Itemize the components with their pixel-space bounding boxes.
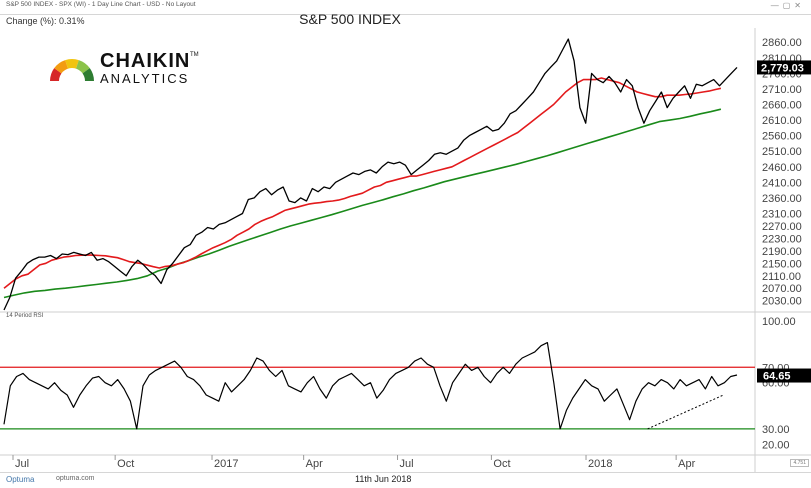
price-tick-label: 2150.00 bbox=[762, 258, 802, 270]
trademark-mark: TM bbox=[190, 52, 199, 58]
price-tick-label: 2230.00 bbox=[762, 233, 802, 245]
last-rsi-badge bbox=[757, 368, 811, 383]
price-tick-label: 2660.00 bbox=[762, 100, 802, 112]
ma200-line bbox=[3, 108, 722, 299]
brand-name: CHAIKIN bbox=[100, 50, 191, 72]
rsi-panel-label: 14 Period RSI bbox=[6, 313, 44, 319]
rsi-tick-label: 100.00 bbox=[762, 316, 796, 328]
chart-date: 11th Jun 2018 bbox=[355, 474, 412, 484]
last-price-badge bbox=[757, 60, 811, 75]
chart-context-label: S&P 500 INDEX - SPX (WI) - 1 Day Line Ch… bbox=[6, 1, 196, 8]
last-price-label: 2,779.03 bbox=[761, 62, 804, 74]
price-tick-label: 2460.00 bbox=[762, 162, 802, 174]
price-line bbox=[3, 38, 738, 311]
x-tick-label: Jul bbox=[15, 458, 29, 470]
chart-title: S&P 500 INDEX bbox=[299, 11, 401, 27]
footer-bar: Optuma optuma.com 11th Jun 2018 bbox=[0, 472, 811, 488]
price-tick-label: 2510.00 bbox=[762, 146, 802, 158]
price-tick-label: 2560.00 bbox=[762, 131, 802, 143]
x-tick-label: 2018 bbox=[588, 458, 612, 470]
price-tick-label: 2360.00 bbox=[762, 193, 802, 205]
optuma-brand: Optuma bbox=[6, 475, 35, 484]
x-tick-label: 2017 bbox=[214, 458, 238, 470]
price-tick-label: 2110.00 bbox=[762, 271, 801, 283]
rsi-tick-label: 20.00 bbox=[762, 439, 790, 451]
rsi-trendline bbox=[647, 394, 724, 430]
logo-gauge-hole bbox=[59, 68, 85, 85]
ma50-line bbox=[3, 77, 722, 289]
corner-badge: 4.751 bbox=[790, 459, 809, 467]
last-rsi-label: 64.65 bbox=[763, 371, 791, 383]
rsi-tick-label: 30.00 bbox=[762, 424, 790, 436]
price-tick-label: 2710.00 bbox=[762, 84, 802, 96]
optuma-url: optuma.com bbox=[56, 475, 95, 482]
window-controls: —▢✕ bbox=[771, 1, 805, 10]
x-tick-label: Oct bbox=[117, 458, 134, 470]
price-tick-label: 2070.00 bbox=[762, 283, 802, 295]
change-label: Change (%): 0.31% bbox=[6, 16, 85, 26]
price-tick-label: 2610.00 bbox=[762, 115, 802, 127]
minimize-icon[interactable]: — bbox=[770, 1, 783, 10]
brand-subtitle: ANALYTICS bbox=[100, 71, 190, 86]
chaikin-logo-icon bbox=[50, 59, 94, 85]
price-tick-label: 2860.00 bbox=[762, 37, 802, 49]
price-tick-label: 2310.00 bbox=[762, 208, 802, 220]
price-tick-label: 2270.00 bbox=[762, 221, 802, 233]
x-tick-label: Apr bbox=[306, 458, 323, 470]
price-tick-label: 2030.00 bbox=[762, 296, 802, 308]
x-tick-label: Apr bbox=[678, 458, 695, 470]
top-bar: S&P 500 INDEX - SPX (WI) - 1 Day Line Ch… bbox=[0, 0, 811, 15]
rsi-line bbox=[3, 342, 738, 430]
close-icon[interactable]: ✕ bbox=[794, 1, 805, 10]
x-tick-label: Jul bbox=[400, 458, 414, 470]
price-tick-label: 2410.00 bbox=[762, 177, 802, 189]
maximize-icon[interactable]: ▢ bbox=[782, 1, 795, 10]
price-tick-label: 2190.00 bbox=[762, 246, 802, 258]
x-tick-label: Oct bbox=[493, 458, 510, 470]
